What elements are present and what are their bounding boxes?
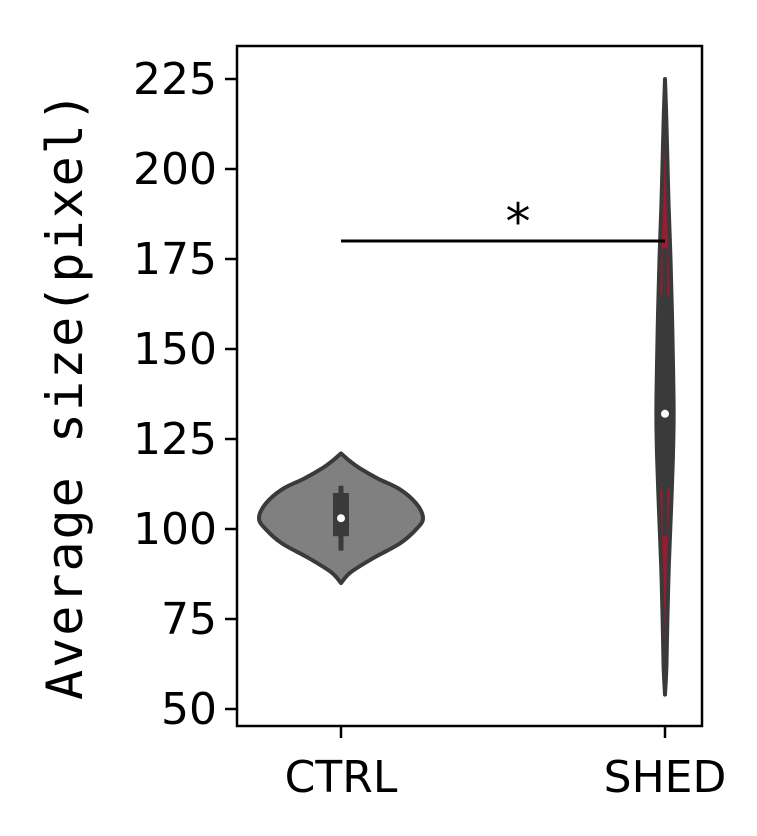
median-dot-shed [661,409,669,418]
y-axis-label: Average size(pixel) [36,90,94,700]
x-tick-label-ctrl: CTRL [285,752,398,803]
y-axis: 50 75 100 125 150 175 200 225 [133,54,237,735]
x-axis: CTRL SHED [285,726,727,803]
y-tick-label-100: 100 [133,504,217,555]
violins-layer [257,77,676,697]
y-tick-label-225: 225 [133,54,217,105]
y-tick-label-150: 150 [133,324,217,375]
y-tick-label-50: 50 [161,684,217,735]
y-tick-label-200: 200 [133,144,217,195]
x-tick-label-shed: SHED [604,752,727,803]
iqr-box-shed [657,295,673,490]
y-tick-label-175: 175 [133,234,217,285]
y-tick-label-75: 75 [161,594,217,645]
median-dot-ctrl [337,514,345,523]
y-tick-label-125: 125 [133,414,217,465]
plot-frame [235,44,704,728]
significance-layer: * [341,193,665,251]
significance-star: * [506,193,531,251]
